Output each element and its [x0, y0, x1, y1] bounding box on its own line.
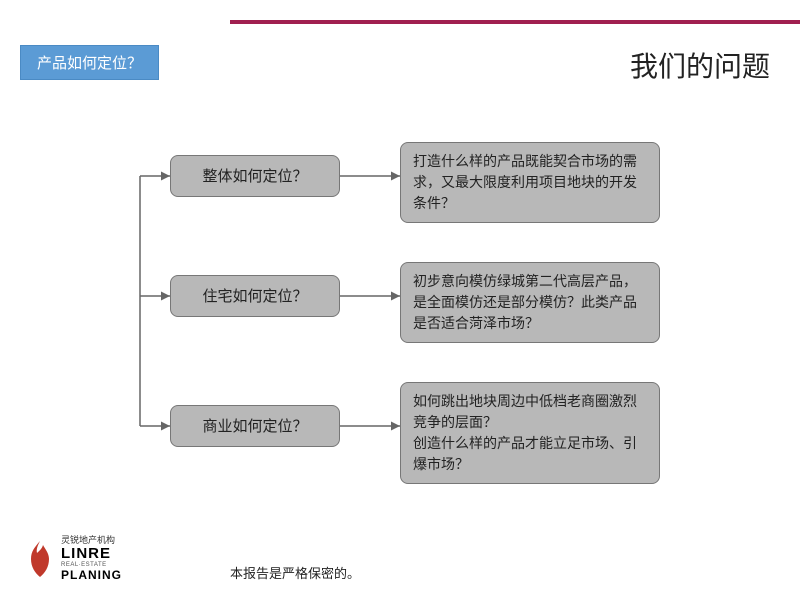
page-title: 我们的问题: [630, 45, 770, 85]
flame-icon: [25, 539, 55, 579]
flowchart: 整体如何定位？ 打造什么样的产品既能契合市场的需求，又最大限度利用项目地块的开发条…: [0, 130, 800, 510]
flowchart-question: 住宅如何定位？: [170, 275, 340, 317]
flowchart-answer: 初步意向模仿绿城第二代高层产品，是全面模仿还是部分模仿？此类产品是否适合菏泽市场…: [400, 262, 660, 343]
section-badge: 产品如何定位？: [20, 45, 159, 80]
flowchart-question: 整体如何定位？: [170, 155, 340, 197]
flowchart-answer: 打造什么样的产品既能契合市场的需求，又最大限度利用项目地块的开发条件？: [400, 142, 660, 223]
company-logo: 灵锐地产机构 LINRE REAL·ESTATE PLANING: [25, 536, 122, 582]
logo-en2: PLANING: [61, 569, 122, 582]
flowchart-answer: 如何跳出地块周边中低档老商圈激烈竞争的层面？ 创造什么样的产品才能立足市场、引爆…: [400, 382, 660, 484]
footer-text: 本报告是严格保密的。: [230, 563, 360, 582]
logo-en1: LINRE: [61, 546, 122, 563]
flowchart-question: 商业如何定位？: [170, 405, 340, 447]
accent-bar: [230, 20, 800, 24]
